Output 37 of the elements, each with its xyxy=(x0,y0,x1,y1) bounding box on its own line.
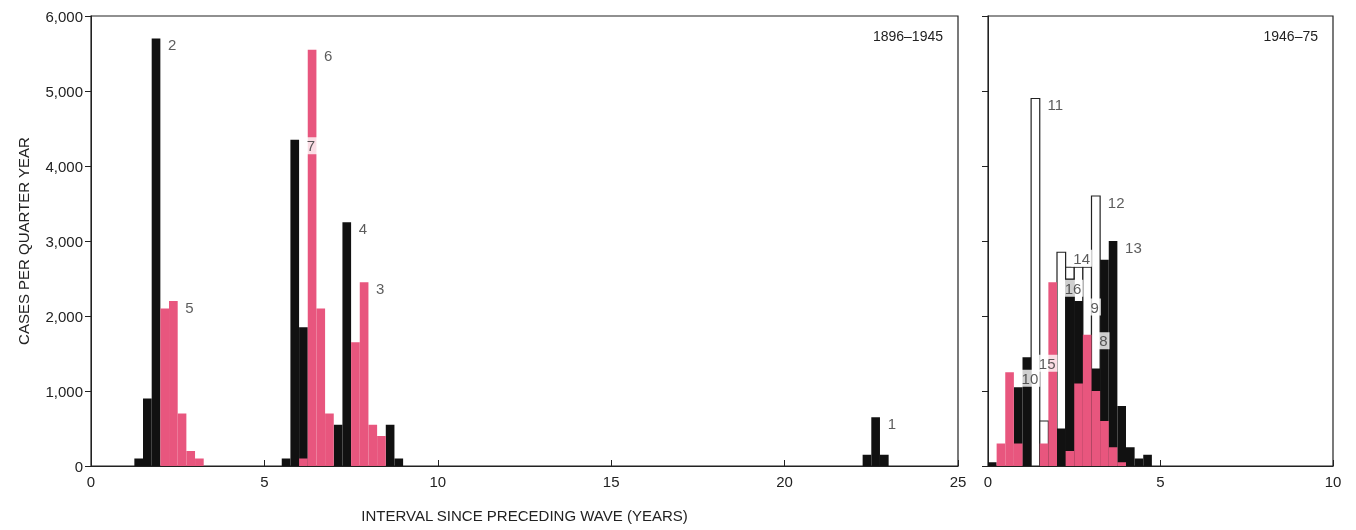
annotation: 8 xyxy=(1099,332,1108,350)
x-tick-label: 0 xyxy=(983,473,993,490)
y-tick-label: 4,000 xyxy=(45,157,83,175)
x-tick-label: 5 xyxy=(1156,473,1165,490)
x-tick-label: 10 xyxy=(1324,473,1342,490)
x-tick-label: 20 xyxy=(776,473,793,490)
annotation: 7 xyxy=(306,137,316,155)
annotation: 15 xyxy=(1038,354,1056,372)
annotation: 1 xyxy=(887,414,896,432)
annotation: 6 xyxy=(324,47,333,65)
annotation: 14 xyxy=(1073,249,1090,267)
y-tick-label: 2,000 xyxy=(45,307,83,325)
y-tick-label: 1,000 xyxy=(45,382,83,400)
annotation: 11 xyxy=(1047,96,1064,113)
text: 1896–1945 xyxy=(872,28,944,44)
text: 1946–75 xyxy=(1263,28,1319,44)
annotation: 2 xyxy=(168,36,177,53)
y-tick-label: 3,000 xyxy=(45,232,83,250)
annotation: 9 xyxy=(1090,298,1099,316)
y-tick-label: 5,000 xyxy=(45,82,83,100)
annotation: 4 xyxy=(358,219,368,237)
y-axis-title: CASES PER QUARTER YEAR xyxy=(15,136,32,345)
x-tick-label: 15 xyxy=(602,473,620,490)
x-tick-label: 25 xyxy=(949,473,967,490)
x-tick-label: 10 xyxy=(429,473,447,490)
x-tick-label: 0 xyxy=(86,473,96,490)
annotation: 3 xyxy=(376,279,385,297)
y-tick-label: 0 xyxy=(74,457,83,475)
annotation: 12 xyxy=(1107,193,1125,211)
annotation: 5 xyxy=(185,298,194,316)
x-axis-title: INTERVAL SINCE PRECEDING WAVE (YEARS) xyxy=(361,507,688,524)
y-tick-label: 6,000 xyxy=(45,7,83,25)
bar xyxy=(988,462,997,466)
annotation: 10 xyxy=(1021,369,1039,387)
annotation: 16 xyxy=(1064,279,1082,297)
annotation: 13 xyxy=(1125,238,1142,256)
x-tick-label: 5 xyxy=(260,473,269,490)
